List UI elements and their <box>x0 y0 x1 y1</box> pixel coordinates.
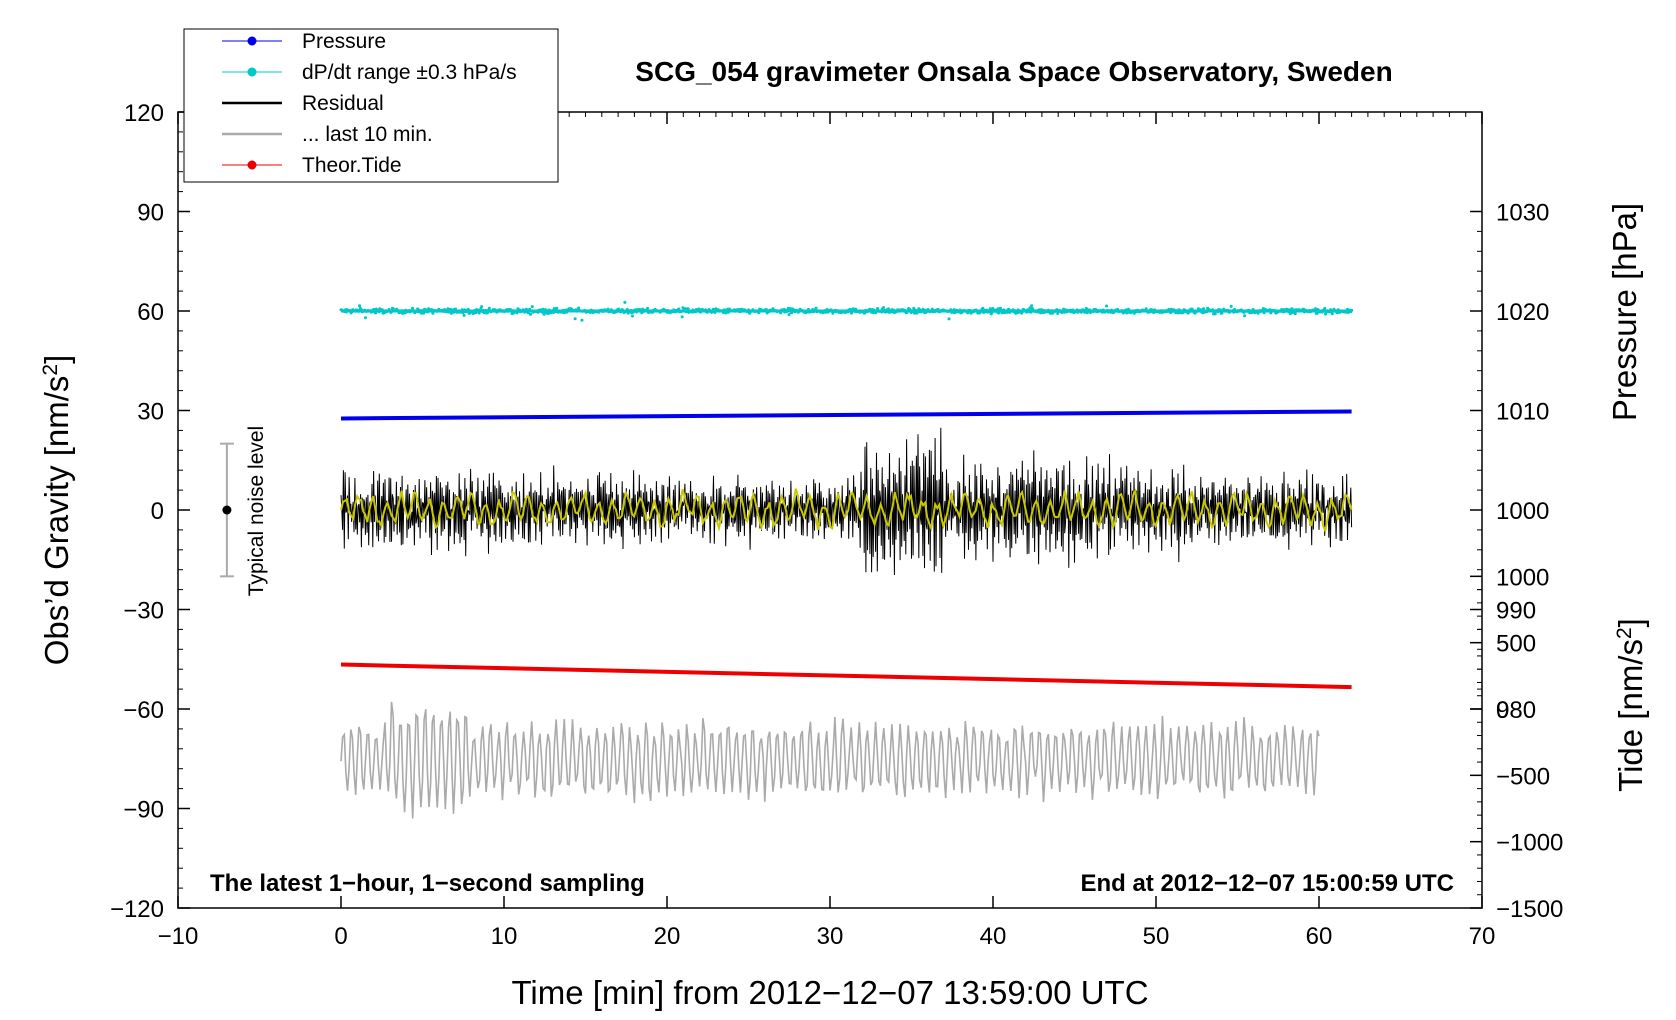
y-axis-label-tide-text: Tide [nm/s <box>1612 639 1649 792</box>
residual-smoothed-line <box>340 488 1353 534</box>
y-axis-label-pressure: Pressure [hPa] <box>1606 203 1643 421</box>
y-tick-label: −120 <box>110 896 164 923</box>
y-axis-label-left: Obs’d Gravity [nm/s2] <box>38 355 75 666</box>
y-tick-label: 60 <box>137 299 164 326</box>
pressure-tick-label: 1030 <box>1496 200 1549 227</box>
x-tick-label: 0 <box>334 923 347 950</box>
tide-line <box>340 662 1352 690</box>
pressure-tick-label: 980 <box>1496 697 1536 724</box>
tide-tick-label: −500 <box>1496 763 1550 790</box>
legend-label: Residual <box>302 92 384 115</box>
annotation-bottom-right: End at 2012−12−07 15:00:59 UTC <box>1080 870 1454 897</box>
series-layer <box>339 300 1354 819</box>
x-tick-label: 40 <box>980 923 1007 950</box>
legend: Pressure dP/dt range ±0.3 hPa/s Residual..… <box>183 28 559 183</box>
x-tick-label: 60 <box>1306 923 1333 950</box>
y-tick-label: −30 <box>123 598 164 625</box>
x-tick-label: 20 <box>654 923 681 950</box>
tide-tick-label: −1000 <box>1496 830 1563 857</box>
x-tick-label: 50 <box>1143 923 1170 950</box>
legend-label: ... last 10 min. <box>302 123 433 146</box>
y-tick-label: 90 <box>137 200 164 227</box>
y-axis-label-tide-sup: 2 <box>1613 627 1636 639</box>
legend-label: Theor.Tide <box>302 154 402 177</box>
annotation-bottom-left: The latest 1−hour, 1−second sampling <box>210 870 645 897</box>
y-tick-label: 0 <box>151 498 164 525</box>
pressure-tick-label: 1010 <box>1496 399 1549 426</box>
last-10min-line <box>340 701 1320 819</box>
x-axis-label: Time [min] from 2012−12−07 13:59:00 UTC <box>511 974 1148 1011</box>
axis-ticks: −10 0 10 20 30 40 50 60 701209060300−30−60−90−12… <box>110 100 1563 950</box>
legend-marker <box>247 160 257 170</box>
x-tick-label: 10 <box>491 923 518 950</box>
pressure-tick-label: 1020 <box>1496 299 1549 326</box>
pressure-line <box>340 409 1352 421</box>
tide-tick-label: 1000 <box>1496 564 1549 591</box>
y-tick-label: −90 <box>123 797 164 824</box>
legend-box <box>183 28 559 183</box>
pressure-tick-label: 990 <box>1496 598 1536 625</box>
chart-title: SCG_054 gravimeter Onsala Space Observat… <box>635 56 1392 87</box>
residual-line <box>340 427 1353 576</box>
legend-marker <box>247 36 257 46</box>
y-tick-label: 120 <box>124 100 164 127</box>
legend-label: Pressure <box>302 30 386 53</box>
legend-marker <box>247 67 257 77</box>
y-axis-label-left-text: Obs’d Gravity [nm/s <box>38 376 75 666</box>
x-tick-label: 70 <box>1469 923 1496 950</box>
tide-tick-label: 0 <box>1496 697 1509 724</box>
legend-items: Pressure dP/dt range ±0.3 hPa/s Residual..… <box>222 30 517 177</box>
y-axis-label-tide: Tide [nm/s2] <box>1612 618 1649 792</box>
y-axis-label-left-sup: 2 <box>39 364 62 376</box>
y-axis-label-left-close: ] <box>38 355 75 364</box>
pressure-tick-label: 1000 <box>1496 498 1549 525</box>
x-tick-label: −10 <box>158 923 199 950</box>
legend-label: dP/dt range ±0.3 hPa/s <box>302 61 517 84</box>
y-axis-label-tide-close: ] <box>1612 618 1649 627</box>
tide-tick-label: −1500 <box>1496 896 1563 923</box>
noise-bar-center <box>222 505 232 515</box>
x-tick-label: 30 <box>817 923 844 950</box>
y-tick-label: −60 <box>123 697 164 724</box>
typical-noise-bar <box>219 442 234 578</box>
tide-tick-label: 500 <box>1496 631 1536 658</box>
noise-bar-label: Typical noise level <box>245 426 268 596</box>
y-tick-label: 30 <box>137 399 164 426</box>
